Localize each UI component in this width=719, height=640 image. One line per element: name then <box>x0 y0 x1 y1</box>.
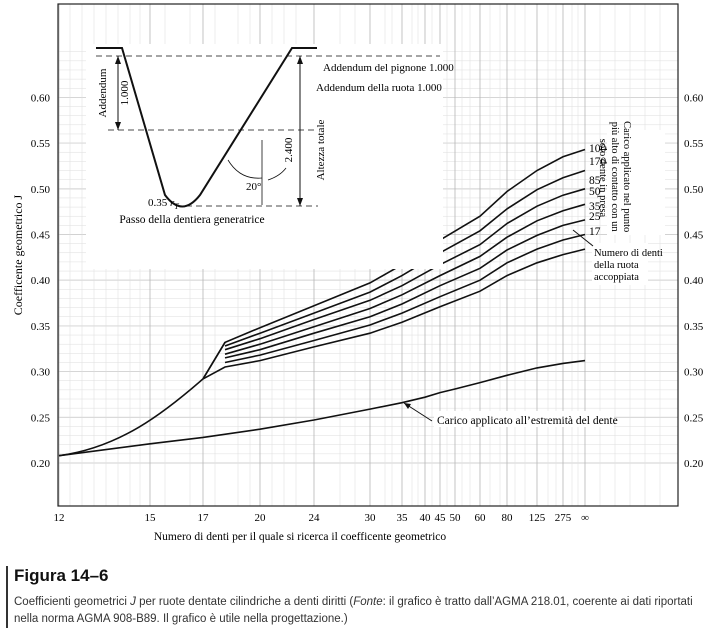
x-tick-label: 60 <box>475 512 487 524</box>
x-tick-label: 17 <box>198 512 210 524</box>
x-tick-label: 275 <box>555 512 572 524</box>
mating-pointer <box>572 229 594 247</box>
figure-caption: Coefficienti geometrici J per ruote dent… <box>14 596 693 625</box>
figure-title: Figura 14–6 <box>14 566 109 585</box>
series-line-tip-load <box>58 359 586 457</box>
x-axis-label: Numero di denti per il quale si ricerca … <box>154 531 447 543</box>
y-axis-label: Coefficente geometrico J <box>11 194 25 315</box>
y-tick-label-right: 0.30 <box>684 367 704 379</box>
y-tick-label-right: 0.35 <box>684 321 704 333</box>
y-tick-label-right: 0.55 <box>684 138 704 150</box>
y-tick-label-right: 0.20 <box>684 458 704 470</box>
mating-teeth-annotation: Numero di denti della ruota accoppiata <box>594 248 665 283</box>
y-tick-label-left: 0.50 <box>31 184 51 196</box>
series-label-17: 17 <box>589 226 601 238</box>
mating-annotation-bg <box>592 243 648 285</box>
y-tick-label-left: 0.35 <box>31 321 51 333</box>
pressure-angle-label: 20° <box>246 181 261 193</box>
x-tick-label: ∞ <box>581 512 589 524</box>
y-tick-label-left: 0.45 <box>31 230 51 242</box>
x-tick-label: 80 <box>502 512 514 524</box>
series-label-35: 35 <box>589 201 601 213</box>
addendum-arrow-bottom <box>115 122 121 130</box>
pressure-angle-arc <box>227 159 263 179</box>
x-tick-label: 24 <box>309 512 321 524</box>
addendum-arrow-top <box>115 56 121 64</box>
pinion-addendum: Addendum del pignone 1.000 <box>323 62 454 74</box>
series-line-17 <box>202 248 586 380</box>
x-tick-label: 30 <box>365 512 377 524</box>
x-tick-label: 40 <box>420 512 432 524</box>
y-tick-label-left: 0.25 <box>31 412 51 424</box>
chart: 0.20 0.25 0.30 0.35 0.40 0.45 0.50 0.55 0.60 0.2… <box>11 3 704 543</box>
y-tick-label-right: 0.45 <box>684 230 704 242</box>
y-tick-label-right: 0.40 <box>684 275 704 287</box>
series-line-25 <box>224 233 586 364</box>
load-point-annotation: Carico applicato nel punto più alto di c… <box>597 121 632 235</box>
y-tick-label-left: 0.60 <box>31 92 51 104</box>
y-tick-label-right: 0.60 <box>684 92 704 104</box>
series-label-1000: 1000 <box>589 143 612 155</box>
y-tick-label-left: 0.20 <box>31 458 51 470</box>
total-height-value: 2.400 <box>283 137 295 162</box>
total-height-arrow-top <box>297 56 303 64</box>
total-height-label: Altezza totale <box>315 120 327 181</box>
x-tick-label: 12 <box>54 512 65 524</box>
x-tick-label: 45 <box>435 512 447 524</box>
caption-bar <box>6 566 8 628</box>
series-label-170: 170 <box>589 156 607 168</box>
x-tick-label: 35 <box>397 512 409 524</box>
x-tick-label: 20 <box>255 512 267 524</box>
y-tick-label-right: 0.50 <box>684 184 704 196</box>
x-tick-label: 50 <box>450 512 462 524</box>
tip-load-bg <box>434 411 614 427</box>
pressure-angle-arc-right <box>267 167 287 181</box>
tooth-profile-inset: Addendum 1.000 2.400 Altezza totale Adde… <box>86 44 454 269</box>
lewis-curve <box>58 341 226 457</box>
x-ticks: 12 15 17 20 24 30 35 40 45 50 60 80 125 275 ∞ <box>54 512 590 524</box>
series-label-85: 85 <box>589 175 601 187</box>
root-radius-label: 0.35 rT <box>148 197 179 211</box>
total-height-arrow-bottom <box>297 198 303 206</box>
y-tick-label-left: 0.55 <box>31 138 51 150</box>
series-line-35 <box>224 219 586 359</box>
y-tick-label-right: 0.25 <box>684 412 704 424</box>
addendum-label: Addendum <box>97 68 109 117</box>
series-line-50 <box>224 203 586 355</box>
gear-addendum: Addendum della ruota 1.000 <box>316 82 442 94</box>
plot-frame <box>57 3 679 507</box>
y-ticks-right: 0.20 0.25 0.30 0.35 0.40 0.45 0.50 0.55 0.60 <box>684 92 704 470</box>
inset-background <box>86 44 443 269</box>
inset-caption: Passo della dentiera generatrice <box>119 214 264 226</box>
y-tick-label-left: 0.40 <box>31 275 51 287</box>
y-tick-label-left: 0.30 <box>31 367 51 379</box>
tip-load-arrowhead <box>404 403 411 409</box>
y-ticks-left: 0.20 0.25 0.30 0.35 0.40 0.45 0.50 0.55 0.60 <box>31 92 51 470</box>
x-tick-label: 15 <box>145 512 157 524</box>
series-label-25: 25 <box>589 211 601 223</box>
tip-load-annotation: Carico applicato all’estremità del dente <box>437 415 618 427</box>
annotation-bg <box>607 130 665 235</box>
addendum-value: 1.000 <box>119 80 131 105</box>
series-label-50: 50 <box>589 186 601 198</box>
rack-tooth-profile <box>96 47 317 208</box>
x-tick-label: 125 <box>529 512 546 524</box>
